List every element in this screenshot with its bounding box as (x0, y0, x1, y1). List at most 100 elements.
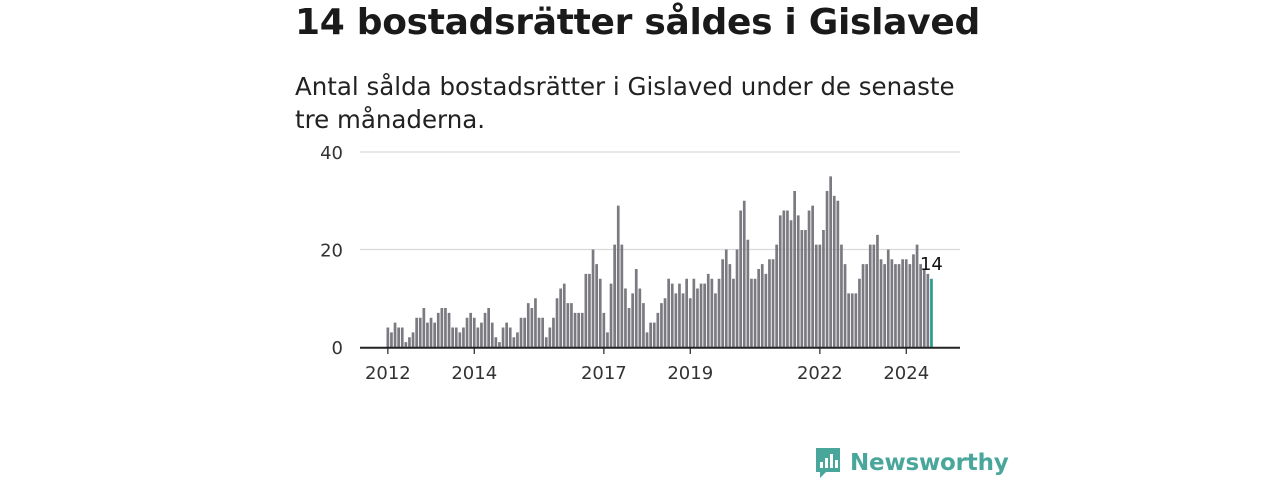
bar (832, 195, 836, 347)
bar (595, 264, 598, 347)
bar (912, 254, 915, 347)
bar (386, 327, 390, 347)
bar (501, 327, 505, 347)
bar (894, 264, 897, 347)
bar (678, 283, 681, 347)
bar (616, 205, 620, 347)
bar (591, 249, 595, 347)
gridlines (360, 151, 960, 251)
x-tick-label: 2019 (667, 363, 713, 384)
bar (624, 288, 627, 347)
bar (642, 303, 645, 347)
bar (588, 273, 591, 347)
bar-chart: 0 20 40 2012 2014 2017 2019 2022 2024 14 (320, 143, 960, 384)
bar (764, 273, 768, 347)
bar (390, 332, 393, 347)
bar (753, 278, 757, 347)
bar (836, 200, 840, 347)
bar (908, 264, 912, 347)
bar (465, 317, 469, 347)
bar (490, 322, 494, 347)
bar (840, 244, 843, 347)
bar (566, 303, 570, 347)
bar (512, 337, 516, 347)
bar (782, 210, 786, 347)
bar (793, 191, 796, 347)
bar (739, 210, 742, 347)
bar (638, 288, 642, 347)
bar (458, 332, 462, 347)
bar-highlight (930, 278, 933, 347)
bar (706, 273, 710, 347)
bar (883, 264, 886, 347)
y-tick-label: 0 (332, 338, 343, 359)
bar (526, 303, 530, 347)
bar (498, 342, 501, 347)
bar (534, 298, 537, 347)
bar (609, 283, 613, 347)
bar (541, 317, 544, 347)
bar (433, 322, 436, 347)
bar (444, 308, 447, 347)
bar (868, 244, 872, 347)
bar (469, 312, 472, 347)
bar (606, 332, 609, 347)
bar (721, 259, 724, 347)
bar (570, 303, 573, 347)
highlight-value-label: 14 (920, 254, 943, 275)
newsworthy-logo-icon (816, 448, 840, 478)
x-tick-label: 2012 (365, 363, 411, 384)
bar (573, 312, 577, 347)
bar (714, 293, 717, 347)
bar (915, 244, 919, 347)
x-tick-label: 2014 (451, 363, 497, 384)
bar (746, 239, 750, 347)
bar (778, 215, 782, 347)
bar (789, 220, 793, 347)
bar (886, 249, 890, 347)
bar (627, 308, 631, 347)
bar (818, 244, 822, 347)
x-tick-label: 2022 (797, 363, 843, 384)
bar (580, 312, 584, 347)
bar (577, 312, 580, 347)
x-tick-label: 2017 (581, 363, 627, 384)
bar (620, 244, 624, 347)
bar (555, 298, 559, 347)
x-axis-ticks: 2012 2014 2017 2019 2022 2024 (365, 348, 929, 384)
bar (613, 244, 616, 347)
bar (922, 269, 926, 347)
bar (696, 288, 699, 347)
chart-subtitle: Antal sålda bostadsrätter i Gislaved und… (295, 72, 955, 134)
bar (688, 298, 692, 347)
bar (692, 278, 696, 347)
bar (879, 259, 883, 347)
bar (811, 205, 814, 347)
bar (530, 308, 534, 347)
bar (408, 337, 411, 347)
bar (760, 264, 764, 347)
bar (663, 298, 667, 347)
y-tick-label: 20 (320, 241, 343, 262)
bar (447, 312, 451, 347)
bar (494, 337, 498, 347)
bar (742, 200, 746, 347)
bar (807, 210, 811, 347)
bar (681, 293, 685, 347)
bar (436, 312, 440, 347)
bar (429, 317, 433, 347)
bar (645, 332, 649, 347)
bar (418, 317, 422, 347)
y-tick-label: 40 (320, 143, 343, 164)
bar (919, 264, 922, 347)
chart-title: 14 bostadsrätter såldes i Gislaved (295, 2, 980, 43)
bar (717, 278, 721, 347)
bar (505, 322, 508, 347)
bar (703, 283, 706, 347)
bar (750, 278, 753, 347)
bar (735, 249, 739, 347)
bar (804, 230, 807, 347)
bar (598, 278, 602, 347)
bar (926, 273, 930, 347)
bar (476, 327, 480, 347)
